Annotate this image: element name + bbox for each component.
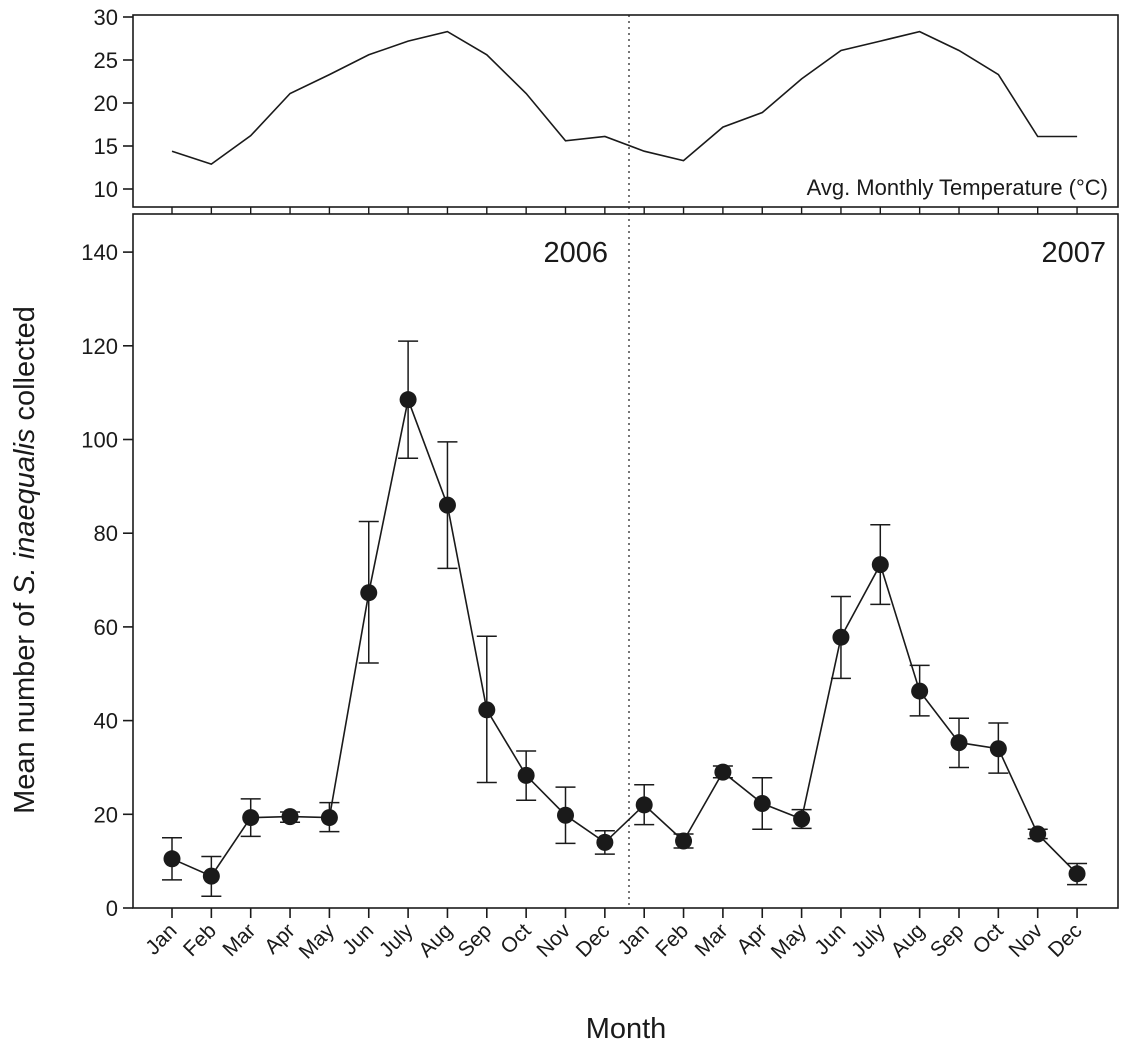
main-y-tick-label: 80	[94, 521, 118, 546]
temp-y-tick-label: 20	[94, 91, 118, 116]
temp-y-tick-label: 30	[94, 5, 118, 30]
data-point	[675, 832, 693, 850]
month-tick-label: Jun	[338, 919, 378, 959]
main-y-tick-label: 60	[94, 615, 118, 640]
month-tick-label: July	[847, 919, 890, 962]
month-tick-label: Jan	[614, 919, 654, 959]
data-point	[438, 496, 456, 514]
data-point	[911, 682, 929, 700]
temperature-x-ticks	[171, 207, 1078, 214]
month-tick-label: Dec	[572, 919, 615, 962]
month-tick-label: Sep	[926, 919, 969, 962]
month-tick-label: Aug	[414, 919, 457, 962]
data-point	[950, 734, 968, 752]
data-point	[714, 763, 732, 781]
data-point	[202, 867, 220, 885]
y-axis-title-species: S. inaequalis	[9, 429, 41, 595]
temperature-panel-frame	[132, 14, 1119, 208]
y-axis-title-suffix: collected	[9, 306, 41, 429]
main-y-tick-label: 140	[81, 240, 118, 265]
data-point	[399, 391, 417, 409]
data-point	[871, 556, 889, 574]
data-point	[281, 808, 299, 826]
month-tick-label: Jun	[810, 919, 850, 959]
abundance-points	[163, 391, 1086, 885]
main-y-tick-label: 100	[81, 428, 118, 453]
month-tick-label: May	[295, 919, 340, 964]
y-axis-title: Mean number of S. inaequalis collected	[9, 306, 41, 814]
month-tick-label: Feb	[651, 919, 693, 961]
month-tick-label: Apr	[732, 919, 771, 958]
month-tick-label: Oct	[496, 919, 535, 958]
data-point	[557, 806, 574, 824]
main-y-tick-label: 0	[106, 896, 118, 921]
month-tick-label: Nov	[532, 919, 575, 962]
month-tick-label: Feb	[179, 919, 221, 961]
temperature-series-line	[171, 30, 1078, 165]
data-point	[635, 796, 653, 814]
month-tick-label: Aug	[886, 919, 929, 962]
temp-y-tick-label: 25	[94, 48, 118, 73]
month-tick-label: Jan	[141, 919, 181, 959]
y-axis-title-prefix: Mean number of	[9, 595, 41, 814]
error-bars	[162, 340, 1088, 898]
data-point	[989, 740, 1007, 758]
x-axis-title: Month	[586, 1013, 667, 1042]
main-y-tick-label: 40	[94, 709, 118, 734]
year-label-2006: 2006	[543, 237, 608, 269]
main-y-tick-label: 120	[81, 334, 118, 359]
month-tick-label: May	[767, 919, 812, 964]
month-tick-label: Apr	[260, 919, 299, 958]
abundance-series-line	[171, 396, 1078, 878]
data-point	[517, 766, 535, 784]
main-y-tick-label: 20	[94, 802, 118, 827]
month-tick-label: Mar	[218, 919, 260, 961]
data-point	[163, 850, 181, 868]
data-point	[242, 809, 260, 827]
temperature-panel: 10 15 20 25 30 Avg. Monthly Temperature (°C)	[94, 5, 1119, 208]
data-point	[596, 833, 614, 851]
abundance-panel-frame	[132, 213, 1119, 909]
year-label-2007: 2007	[1041, 237, 1106, 269]
data-point	[320, 809, 338, 827]
data-point	[1029, 825, 1047, 843]
temperature-annotation: Avg. Monthly Temperature (°C)	[807, 175, 1108, 200]
data-point	[753, 795, 771, 813]
month-tick-label: Mar	[691, 919, 733, 961]
temp-y-tick-label: 10	[94, 177, 118, 202]
abundance-y-axis: 0 20 40 60 80 100 120 140	[81, 240, 133, 921]
month-tick-label: Sep	[454, 919, 497, 962]
temp-y-tick-label: 15	[94, 134, 118, 159]
month-tick-label: Nov	[1005, 919, 1048, 962]
data-point	[360, 584, 378, 602]
month-tick-label: July	[375, 919, 418, 962]
month-tick-label: Oct	[969, 919, 1008, 958]
temperature-y-axis: 10 15 20 25 30	[94, 5, 133, 202]
data-point	[793, 810, 811, 828]
data-point	[832, 628, 850, 646]
data-point	[478, 701, 496, 719]
month-tick-label: Dec	[1044, 919, 1087, 962]
data-point	[1068, 865, 1086, 883]
